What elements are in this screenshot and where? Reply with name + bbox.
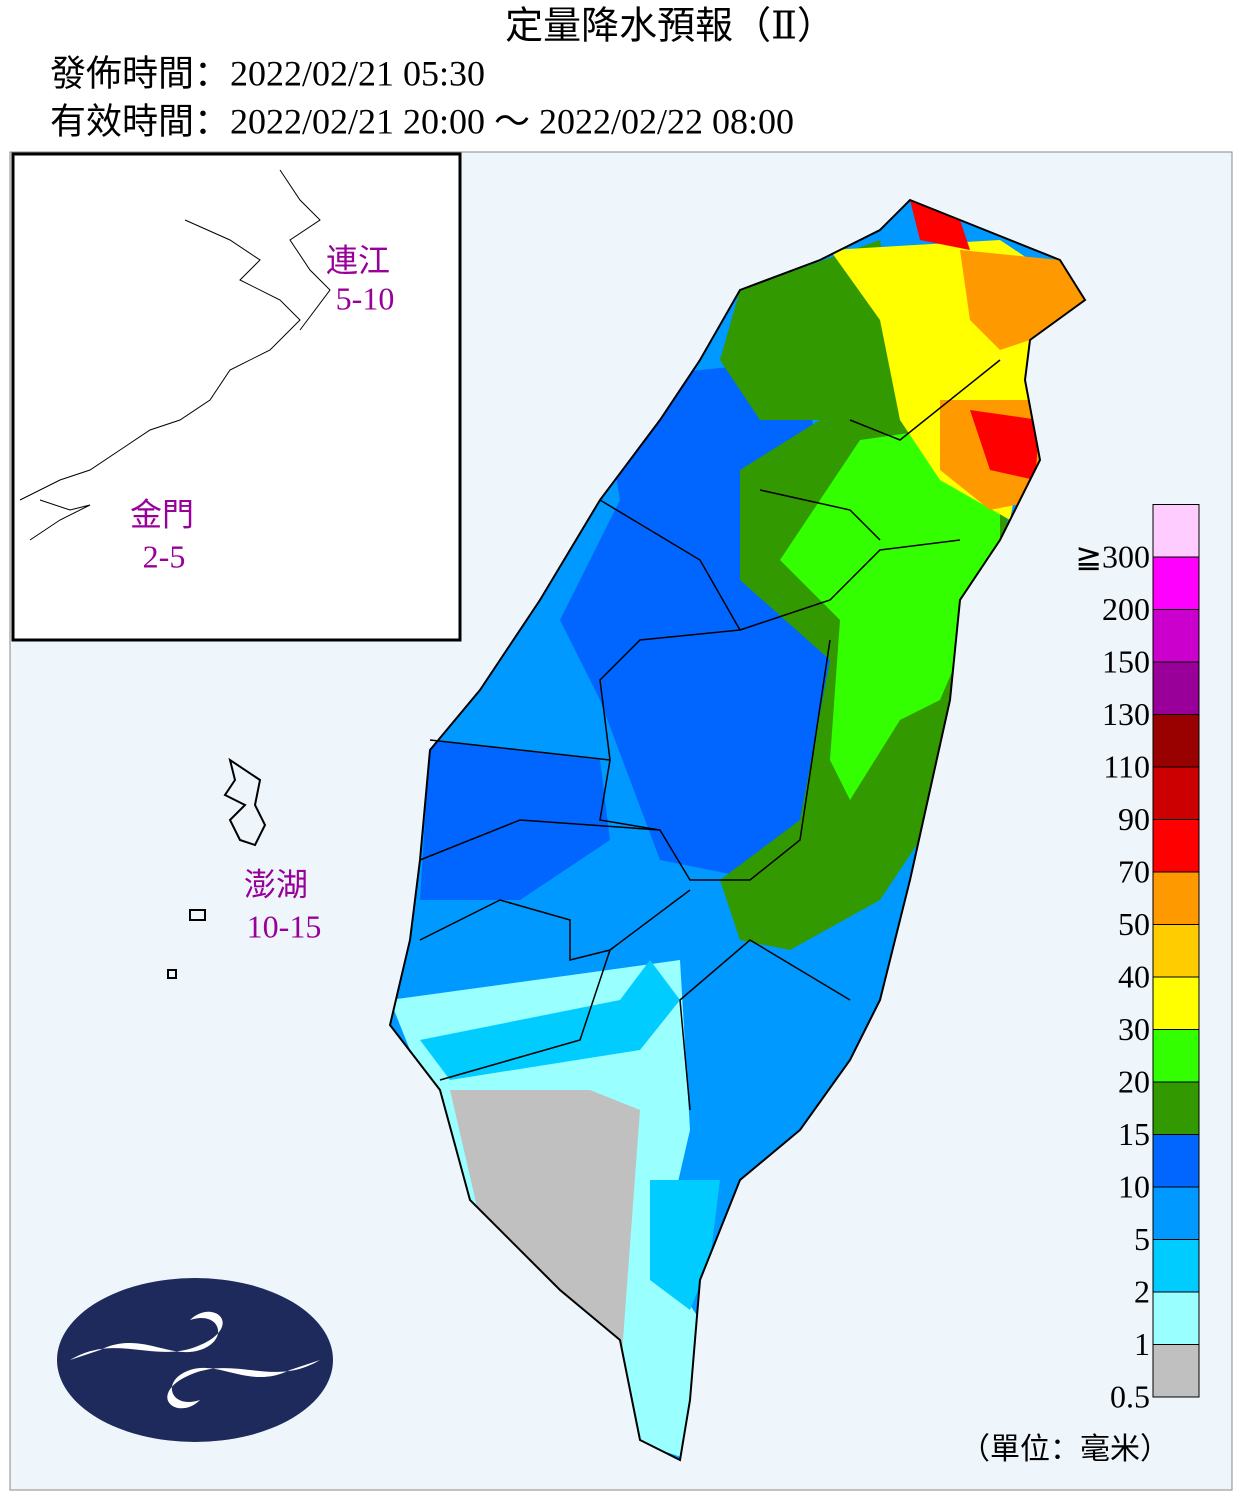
- legend-label: 0.5: [1110, 1378, 1150, 1414]
- legend-swatch: [1152, 766, 1200, 820]
- legend-label: 200: [1102, 591, 1150, 627]
- region-range: 2-5: [143, 538, 186, 574]
- legend-label: 20: [1118, 1063, 1150, 1099]
- legend-swatch: [1152, 609, 1200, 663]
- inset-coastline: [19, 169, 331, 541]
- legend-swatch: [1152, 661, 1200, 715]
- legend-swatch: [1152, 1134, 1200, 1188]
- legend-unit: （單位：毫米）: [960, 1433, 1170, 1466]
- legend-swatch: [1152, 924, 1200, 978]
- legend-swatch: [1152, 1081, 1200, 1135]
- inset-box: [11, 152, 462, 642]
- legend-swatch: [1152, 556, 1200, 610]
- legend-label: 50: [1118, 906, 1150, 942]
- region-name: 連江: [326, 242, 390, 278]
- legend-swatch: [1152, 714, 1200, 768]
- legend-label: 1: [1134, 1326, 1150, 1362]
- legend-label: 150: [1102, 643, 1150, 679]
- legend-swatch: [1152, 1029, 1200, 1083]
- legend-swatch: [1152, 1186, 1200, 1240]
- legend-label: ≧300: [1075, 538, 1150, 574]
- legend-swatch: [1152, 819, 1200, 873]
- legend-swatch: [1152, 1291, 1200, 1345]
- legend-label: 15: [1118, 1116, 1150, 1152]
- title: 定量降水預報（Ⅱ）: [505, 6, 835, 48]
- legend-label: 10: [1118, 1168, 1150, 1204]
- legend: 0.5 1 2 5 10 15 20 30 40 50 70 90 110 130 150 200 ≧300: [1075, 504, 1200, 1414]
- county-borders: [419, 359, 1001, 1111]
- legend-swatch: [1152, 1344, 1200, 1398]
- region-range: 5-10: [336, 280, 395, 316]
- legend-label: 130: [1102, 696, 1150, 732]
- legend-label: 30: [1118, 1011, 1150, 1047]
- legend-label: 40: [1118, 958, 1150, 994]
- region-name: 金門: [130, 496, 194, 532]
- legend-swatch: [1152, 871, 1200, 925]
- region-name: 澎湖: [244, 866, 308, 902]
- region-range: 10-15: [247, 908, 322, 944]
- legend-label: 5: [1134, 1221, 1150, 1257]
- logo: [57, 1278, 333, 1442]
- valid-time: 有效時間：2022/02/21 20:00 ～ 2022/02/22 08:00: [50, 101, 794, 141]
- legend-label: 70: [1118, 853, 1150, 889]
- legend-label: 110: [1103, 748, 1150, 784]
- penghu-islands: [167, 757, 267, 979]
- legend-label: 2: [1134, 1273, 1150, 1309]
- legend-label: 90: [1118, 801, 1150, 837]
- legend-swatch: [1152, 976, 1200, 1030]
- legend-swatch: [1152, 1239, 1200, 1293]
- legend-swatch: [1152, 504, 1200, 558]
- issued-time: 發佈時間：2022/02/21 05:30: [50, 53, 485, 93]
